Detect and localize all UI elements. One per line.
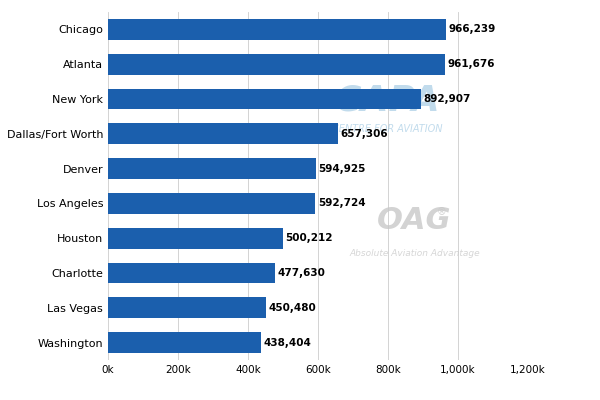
Bar <box>108 262 275 284</box>
Bar <box>108 228 283 249</box>
Text: 592,724: 592,724 <box>318 198 365 208</box>
Bar <box>108 297 266 318</box>
Text: 594,925: 594,925 <box>319 164 366 174</box>
Text: 477,630: 477,630 <box>278 268 325 278</box>
Text: OAG: OAG <box>377 206 452 235</box>
Text: 966,239: 966,239 <box>449 24 496 34</box>
Text: 657,306: 657,306 <box>341 129 388 139</box>
Text: 500,212: 500,212 <box>286 233 333 243</box>
Bar <box>108 19 446 40</box>
Text: 450,480: 450,480 <box>268 303 316 313</box>
Text: 961,676: 961,676 <box>447 59 494 69</box>
Bar <box>108 88 421 110</box>
Text: CAPA: CAPA <box>334 84 440 118</box>
Bar <box>108 123 338 144</box>
Text: 892,907: 892,907 <box>423 94 470 104</box>
Text: 438,404: 438,404 <box>264 338 312 348</box>
Bar <box>108 332 262 353</box>
Text: CENTRE FOR AVIATION: CENTRE FOR AVIATION <box>332 124 443 134</box>
Bar <box>108 54 445 75</box>
Bar <box>108 158 316 179</box>
Text: Absolute Aviation Advantage: Absolute Aviation Advantage <box>349 249 480 258</box>
Bar <box>108 193 316 214</box>
Text: ®: ® <box>437 207 447 217</box>
